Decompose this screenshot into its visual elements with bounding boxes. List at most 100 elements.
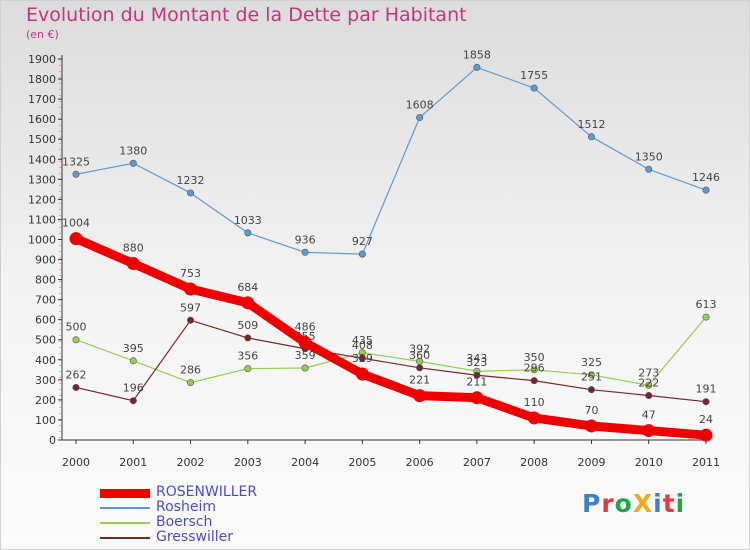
legend-label: Gresswiller <box>156 529 233 545</box>
data-point <box>587 386 595 394</box>
x-tick-label: 2000 <box>62 456 90 469</box>
data-point <box>129 159 137 167</box>
x-tick-label: 2002 <box>177 456 205 469</box>
legend-swatch <box>100 507 150 509</box>
data-point <box>69 232 83 246</box>
data-label: 211 <box>466 376 487 389</box>
data-label: 597 <box>180 301 201 314</box>
data-point <box>416 114 424 122</box>
data-point <box>358 354 366 362</box>
x-tick-label: 2011 <box>692 456 720 469</box>
data-label: 286 <box>180 364 201 377</box>
data-label: 500 <box>66 321 87 334</box>
data-label: 613 <box>696 298 717 311</box>
data-label: 486 <box>295 321 316 334</box>
y-tick-label: 0 <box>49 434 56 447</box>
y-tick-label: 1800 <box>28 73 56 86</box>
y-tick-label: 1000 <box>28 233 56 246</box>
data-label: 1350 <box>635 150 663 163</box>
data-label: 753 <box>180 267 201 280</box>
data-label: 1004 <box>62 217 90 230</box>
data-label: 325 <box>581 356 602 369</box>
data-point <box>184 282 198 296</box>
data-point <box>244 334 252 342</box>
data-label: 359 <box>295 349 316 362</box>
data-label: 509 <box>237 319 258 332</box>
data-label: 221 <box>409 374 430 387</box>
data-point <box>126 257 140 271</box>
data-label: 395 <box>123 342 144 355</box>
data-label: 1033 <box>234 214 262 227</box>
y-tick-label: 1400 <box>28 153 56 166</box>
data-label: 251 <box>581 371 602 384</box>
data-label: 1858 <box>463 48 491 61</box>
data-label: 110 <box>524 396 545 409</box>
data-label: 191 <box>696 383 717 396</box>
data-point <box>587 133 595 141</box>
data-point <box>530 84 538 92</box>
data-label: 936 <box>295 233 316 246</box>
legend-label: ROSENWILLER <box>156 484 258 500</box>
data-label: 196 <box>123 382 144 395</box>
series-line-rosheim <box>75 66 707 255</box>
data-point <box>72 170 80 178</box>
data-point <box>470 391 484 405</box>
data-label: 1380 <box>119 144 147 157</box>
data-label: 1232 <box>177 174 205 187</box>
y-tick-label: 1600 <box>28 113 56 126</box>
y-tick-label: 1700 <box>28 93 56 106</box>
data-label: 927 <box>352 235 373 248</box>
x-tick-label: 2009 <box>577 456 605 469</box>
data-point <box>244 229 252 237</box>
logo-letter: X <box>632 489 654 518</box>
data-label: 262 <box>66 368 87 381</box>
data-label: 24 <box>699 413 713 426</box>
data-point <box>72 336 80 344</box>
legend-swatch <box>100 537 150 539</box>
data-label: 222 <box>638 376 659 389</box>
data-point <box>702 186 710 194</box>
legend-label: Rosheim <box>156 499 216 515</box>
data-point <box>530 377 538 385</box>
data-point <box>244 365 252 373</box>
data-point <box>187 379 195 387</box>
data-label: 70 <box>584 404 598 417</box>
data-point <box>355 367 369 381</box>
y-tick-label: 800 <box>35 274 56 287</box>
x-tick-label: 2005 <box>348 456 376 469</box>
data-label: 435 <box>352 334 373 347</box>
x-tick-label: 2004 <box>291 456 319 469</box>
y-tick-label: 400 <box>35 354 56 367</box>
data-point <box>473 63 481 71</box>
data-point <box>298 336 312 350</box>
logo-letter: P <box>582 489 602 518</box>
y-tick-label: 700 <box>35 294 56 307</box>
data-point <box>241 296 255 310</box>
legend-swatch <box>100 522 150 524</box>
data-label: 47 <box>642 409 656 422</box>
y-tick-label: 1300 <box>28 173 56 186</box>
data-label: 356 <box>237 350 258 363</box>
x-tick-label: 2010 <box>635 456 663 469</box>
data-point <box>527 411 541 425</box>
data-point <box>530 366 538 374</box>
series-line-rosenwiller <box>71 234 711 440</box>
data-point <box>473 371 481 379</box>
y-tick-label: 100 <box>35 414 56 427</box>
data-point <box>702 313 710 321</box>
y-tick-label: 1900 <box>28 53 56 66</box>
data-point <box>587 371 595 379</box>
x-tick-label: 2001 <box>119 456 147 469</box>
x-tick-label: 2006 <box>406 456 434 469</box>
y-tick-label: 1100 <box>28 213 56 226</box>
y-tick-label: 600 <box>35 314 56 327</box>
data-label: 1325 <box>62 155 90 168</box>
x-tick-label: 2007 <box>463 456 491 469</box>
data-label: 392 <box>409 342 430 355</box>
data-label: 329 <box>352 352 373 365</box>
y-tick-label: 900 <box>35 254 56 267</box>
data-label: 296 <box>524 362 545 375</box>
unit-label: (en €) <box>26 28 59 41</box>
